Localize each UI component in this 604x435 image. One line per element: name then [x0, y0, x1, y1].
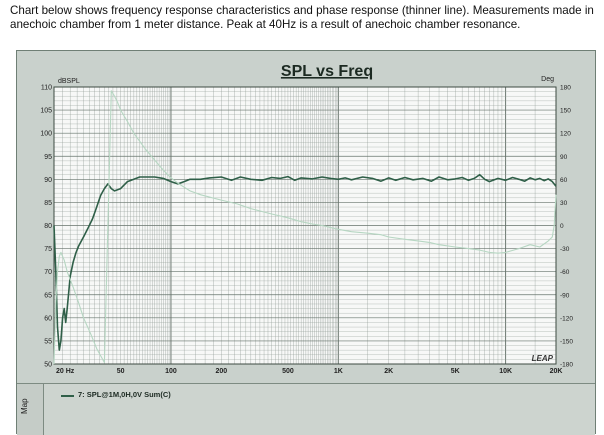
- y-right-tick-label: 0: [560, 223, 564, 230]
- y-left-tick-label: 75: [44, 246, 52, 253]
- chart-title: SPL vs Freq: [281, 63, 373, 80]
- x-tick-label: 100: [165, 368, 177, 375]
- y-left-tick-label: 100: [40, 131, 52, 138]
- y-left-tick-label: 65: [44, 292, 52, 299]
- y-left-tick-label: 70: [44, 269, 52, 276]
- legend-swatch: [61, 395, 74, 397]
- y-left-tick-label: 80: [44, 223, 52, 230]
- x-tick-label: 200: [215, 368, 227, 375]
- y-right-tick-label: -90: [560, 292, 570, 299]
- x-tick-label: 500: [282, 368, 294, 375]
- x-tick-label: 20 Hz: [56, 368, 75, 375]
- chart-window: SPL vs Freq dBSPL Deg 110 105 100 95 90 85 80 75 70…: [16, 50, 596, 435]
- caption-line-2: anechoic chamber from 1 meter distance. …: [10, 18, 521, 31]
- x-tick-label: 20K: [550, 368, 563, 375]
- y-left-tick-label: 85: [44, 200, 52, 207]
- y-right-tick-label: 120: [560, 131, 571, 138]
- y-right-tick-label: 60: [560, 177, 568, 184]
- y-left-tick-label: 105: [40, 108, 52, 115]
- x-tick-label: 2K: [384, 368, 393, 375]
- x-tick-label: 10K: [499, 368, 512, 375]
- y-right-tick-label: -180: [560, 362, 573, 369]
- y-right-tick-label: 30: [560, 200, 568, 207]
- y-left-tick-label: 60: [44, 315, 52, 322]
- y-right-tick-label: -120: [560, 315, 573, 322]
- caption-line-1: Chart below shows frequency response cha…: [10, 4, 594, 17]
- y-left-tick-label: 110: [41, 85, 52, 92]
- y-right-tick-label: -30: [560, 246, 570, 253]
- y-right-tick-label: 90: [560, 154, 568, 161]
- caption: Chart below shows frequency response cha…: [10, 4, 600, 32]
- y-right-tick-label: 180: [560, 85, 571, 92]
- chart-panel: SPL vs Freq dBSPL Deg 110 105 100 95 90 85 80 75 70…: [17, 51, 595, 384]
- y-left-tick-label: 50: [44, 362, 52, 369]
- legend-panel: Map 7: SPL@1M,0H,0V Sum(C): [17, 384, 595, 435]
- y-left-axis-label: dBSPL: [58, 78, 80, 85]
- map-tab[interactable]: Map: [17, 384, 44, 435]
- y-right-tick-label: 150: [560, 108, 571, 115]
- legend-label[interactable]: 7: SPL@1M,0H,0V Sum(C): [78, 390, 171, 399]
- y-left-tick-label: 55: [44, 338, 52, 345]
- y-right-axis-label: Deg: [541, 76, 554, 83]
- spl-series-line: [53, 173, 557, 351]
- y-left-tick-label: 90: [44, 177, 52, 184]
- map-tab-label: Map: [20, 398, 29, 414]
- y-right-tick-label: -150: [560, 338, 573, 345]
- phase-series-line: [53, 90, 557, 365]
- x-tick-label: 1K: [334, 368, 343, 375]
- spl-vs-freq-chart: SPL vs Freq dBSPL Deg 110 105 100 95 90 85 80 75 70…: [40, 63, 573, 375]
- leap-watermark: LEAP: [532, 354, 554, 363]
- x-tick-label: 5K: [451, 368, 460, 375]
- y-left-tick-label: 95: [44, 154, 52, 161]
- x-tick-label: 50: [117, 368, 125, 375]
- y-right-tick-label: -60: [560, 269, 570, 276]
